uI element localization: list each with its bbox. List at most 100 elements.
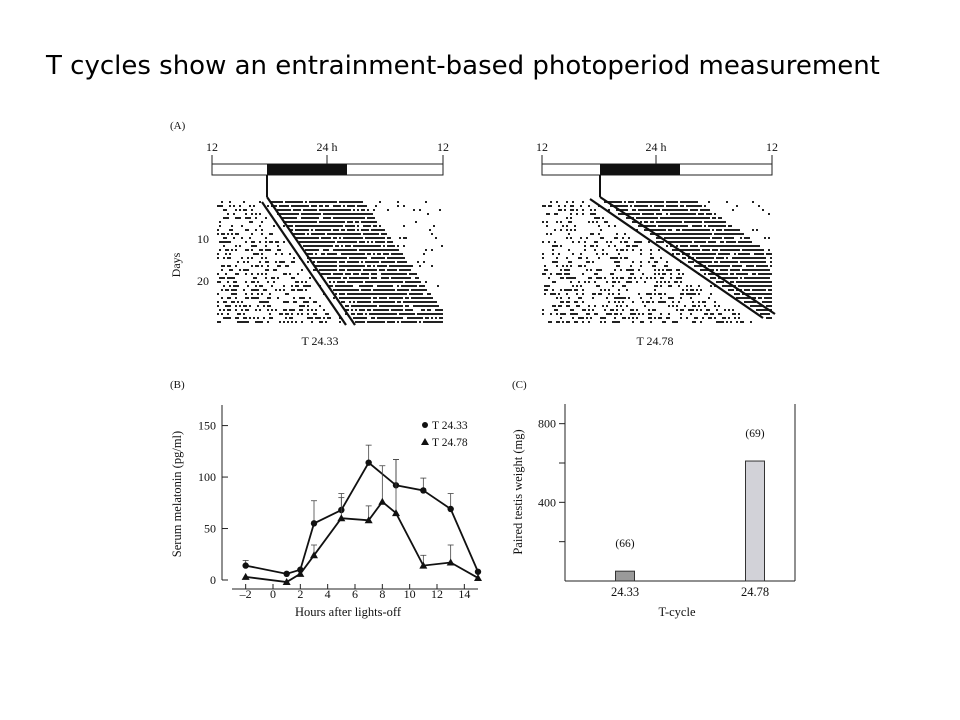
activity-mark bbox=[684, 225, 686, 227]
activity-mark bbox=[391, 309, 393, 311]
activity-mark bbox=[724, 225, 726, 227]
activity-mark bbox=[722, 245, 724, 247]
activity-mark bbox=[429, 301, 431, 303]
activity-mark bbox=[385, 301, 387, 303]
activity-mark bbox=[650, 313, 652, 315]
data-point bbox=[474, 573, 482, 581]
activity-mark bbox=[706, 213, 708, 215]
activity-mark bbox=[708, 213, 710, 215]
activity-mark bbox=[546, 225, 548, 227]
activity-mark bbox=[253, 289, 255, 291]
activity-mark bbox=[335, 249, 337, 251]
activity-mark bbox=[606, 297, 608, 299]
activity-mark bbox=[756, 265, 758, 267]
activity-mark bbox=[383, 293, 385, 295]
activity-mark bbox=[339, 213, 341, 215]
activity-mark bbox=[295, 217, 297, 219]
activity-mark bbox=[594, 273, 596, 275]
activity-mark bbox=[614, 321, 616, 323]
activity-mark bbox=[562, 313, 564, 315]
activity-mark bbox=[752, 245, 754, 247]
activity-mark bbox=[323, 273, 325, 275]
activity-mark bbox=[351, 313, 353, 315]
activity-mark bbox=[397, 285, 399, 287]
activity-mark bbox=[323, 261, 325, 263]
activity-mark bbox=[636, 201, 638, 203]
activity-mark bbox=[365, 313, 367, 315]
activity-mark bbox=[590, 269, 592, 271]
activity-mark bbox=[335, 237, 337, 239]
activity-mark bbox=[349, 301, 351, 303]
activity-mark bbox=[582, 289, 584, 291]
activity-mark bbox=[672, 221, 674, 223]
activity-mark bbox=[259, 261, 261, 263]
activity-mark bbox=[223, 209, 225, 211]
activity-mark bbox=[622, 209, 624, 211]
activity-mark bbox=[640, 201, 642, 203]
activity-mark bbox=[738, 281, 740, 283]
activity-mark bbox=[253, 281, 255, 283]
activity-mark bbox=[389, 313, 391, 315]
activity-mark bbox=[395, 313, 397, 315]
activity-mark bbox=[331, 261, 333, 263]
activity-mark bbox=[387, 261, 389, 263]
activity-mark bbox=[592, 213, 594, 215]
activity-mark bbox=[626, 281, 628, 283]
activity-mark bbox=[682, 289, 684, 291]
activity-mark bbox=[718, 257, 720, 259]
activity-mark bbox=[640, 221, 642, 223]
activity-mark bbox=[343, 257, 345, 259]
activity-mark bbox=[433, 321, 435, 323]
activity-mark bbox=[728, 265, 730, 267]
lightbar-right-dark-phase bbox=[600, 164, 680, 175]
activity-mark bbox=[646, 221, 648, 223]
activity-mark bbox=[379, 253, 381, 255]
activity-mark bbox=[738, 253, 740, 255]
activity-mark bbox=[389, 257, 391, 259]
activity-mark bbox=[650, 209, 652, 211]
activity-mark bbox=[407, 297, 409, 299]
activity-mark bbox=[361, 313, 363, 315]
activity-mark bbox=[690, 241, 692, 243]
activity-mark bbox=[606, 241, 608, 243]
activity-mark bbox=[347, 309, 349, 311]
activity-mark bbox=[712, 217, 714, 219]
activity-mark bbox=[764, 269, 766, 271]
activity-mark bbox=[371, 293, 373, 295]
activity-mark bbox=[710, 245, 712, 247]
activity-mark bbox=[405, 281, 407, 283]
activity-mark bbox=[415, 281, 417, 283]
activity-mark bbox=[315, 245, 317, 247]
activity-mark bbox=[634, 213, 636, 215]
activity-mark bbox=[251, 297, 253, 299]
activity-mark bbox=[245, 305, 247, 307]
activity-mark bbox=[289, 225, 291, 227]
activity-mark bbox=[654, 277, 656, 279]
actogram-left: 12 24 h 12 Days 10 20 T 24.33 bbox=[169, 140, 449, 348]
activity-mark bbox=[347, 205, 349, 207]
activity-mark bbox=[708, 249, 710, 251]
activity-mark bbox=[638, 269, 640, 271]
activity-mark bbox=[754, 293, 756, 295]
activity-mark bbox=[315, 205, 317, 207]
y-tick-label: 100 bbox=[198, 470, 216, 484]
activity-mark bbox=[327, 209, 329, 211]
activity-mark bbox=[363, 317, 365, 319]
activity-mark bbox=[714, 241, 716, 243]
activity-mark bbox=[429, 293, 431, 295]
activity-mark bbox=[233, 281, 235, 283]
activity-mark bbox=[343, 241, 345, 243]
activity-mark bbox=[630, 309, 632, 311]
activity-mark bbox=[694, 217, 696, 219]
activity-mark bbox=[730, 277, 732, 279]
activity-mark bbox=[736, 269, 738, 271]
activity-mark bbox=[379, 229, 381, 231]
activity-mark bbox=[566, 277, 568, 279]
activity-mark bbox=[668, 313, 670, 315]
activity-mark bbox=[259, 301, 261, 303]
activity-mark bbox=[730, 225, 732, 227]
activity-mark bbox=[383, 245, 385, 247]
activity-mark bbox=[736, 293, 738, 295]
activity-mark bbox=[738, 273, 740, 275]
activity-mark bbox=[578, 281, 580, 283]
